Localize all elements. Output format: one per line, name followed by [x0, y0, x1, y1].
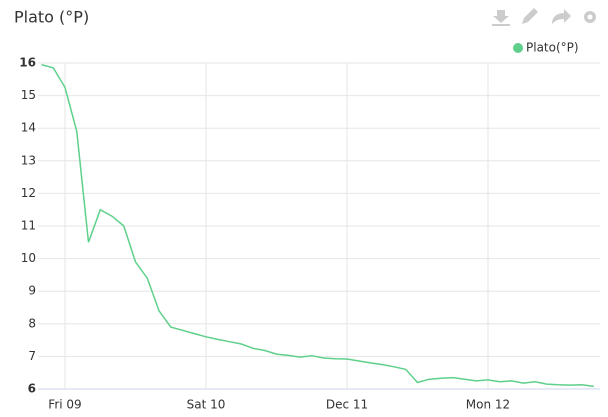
toolbar[interactable] [492, 8, 596, 26]
settings-icon-hole [587, 14, 593, 20]
share-icon[interactable] [552, 9, 571, 24]
y-tick-label: 10 [21, 251, 36, 265]
download-icon[interactable] [492, 10, 510, 26]
x-tick-label: Sat 10 [187, 398, 226, 412]
y-tick-label: 14 [21, 121, 36, 135]
y-tick-label: 11 [21, 219, 36, 233]
y-tick-label: 15 [21, 88, 36, 102]
y-tick-label: 6 [28, 382, 36, 396]
x-tick-label: Dec 11 [326, 398, 368, 412]
y-tick-label: 9 [28, 284, 36, 298]
chart-title: Plato (°P) [14, 8, 89, 27]
x-tick-label: Mon 12 [466, 398, 510, 412]
y-tick-label: 16 [19, 56, 36, 70]
data-line [41, 63, 594, 388]
y-tick-label: 12 [21, 186, 36, 200]
y-tick-label: 7 [28, 349, 36, 363]
edit-icon[interactable] [522, 8, 538, 24]
x-tick-label: Fri 09 [48, 398, 81, 412]
legend-label: Plato(°P) [526, 41, 579, 55]
legend-marker [513, 43, 523, 53]
y-tick-label: 8 [28, 316, 36, 330]
y-tick-label: 13 [21, 153, 36, 167]
